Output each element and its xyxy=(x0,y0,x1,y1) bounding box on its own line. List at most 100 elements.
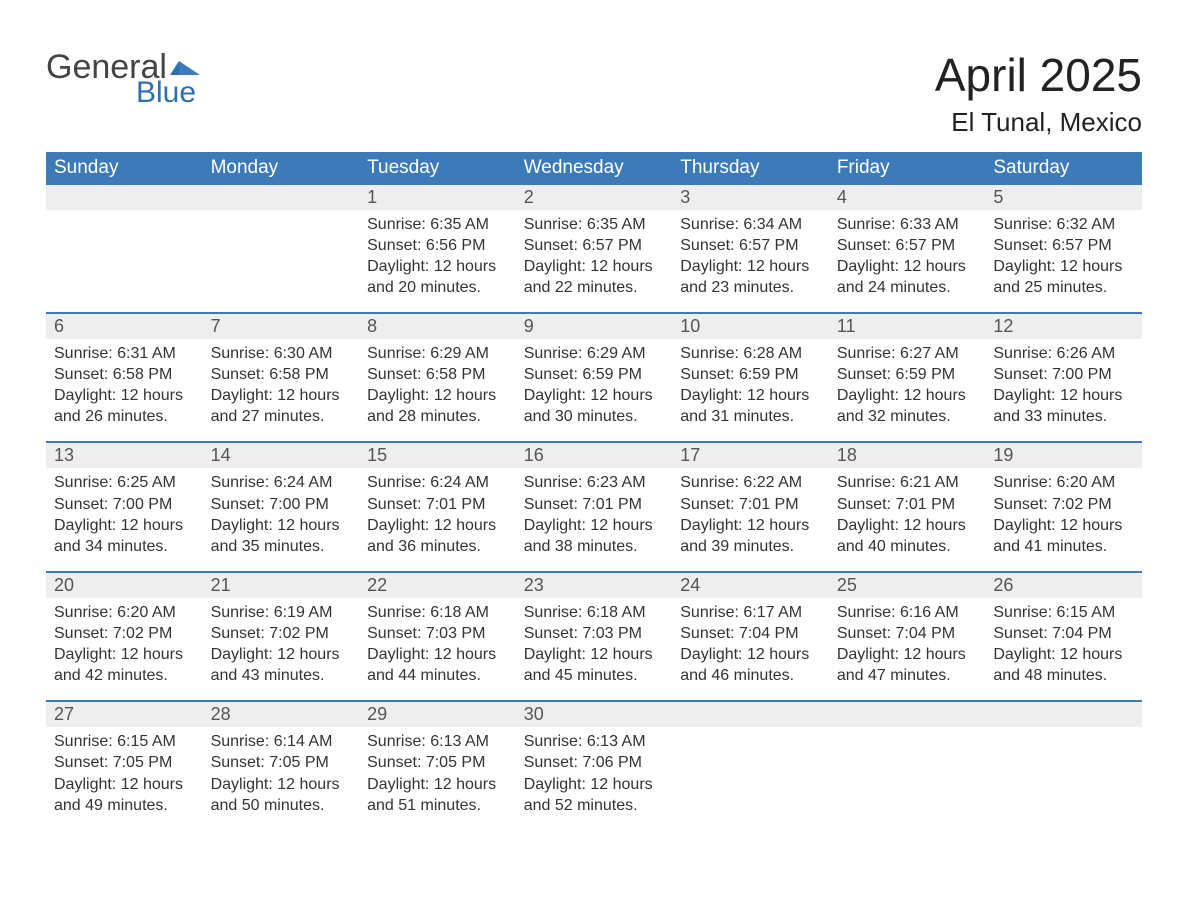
sunrise-text: Sunrise: 6:32 AM xyxy=(993,214,1136,235)
day2-text: and 38 minutes. xyxy=(524,536,667,557)
sunset-text: Sunset: 6:58 PM xyxy=(54,364,197,385)
day1-text: Daylight: 12 hours xyxy=(993,644,1136,665)
calendar-page: General Blue April 2025 El Tunal, Mexico… xyxy=(0,0,1188,870)
day2-text: and 30 minutes. xyxy=(524,406,667,427)
sunset-text: Sunset: 7:00 PM xyxy=(211,494,354,515)
day-cell: Sunrise: 6:13 AMSunset: 7:06 PMDaylight:… xyxy=(516,727,673,829)
day-cell: Sunrise: 6:14 AMSunset: 7:05 PMDaylight:… xyxy=(203,727,360,829)
sunrise-text: Sunrise: 6:34 AM xyxy=(680,214,823,235)
day1-text: Daylight: 12 hours xyxy=(54,774,197,795)
sunrise-text: Sunrise: 6:14 AM xyxy=(211,731,354,752)
location-label: El Tunal, Mexico xyxy=(935,107,1142,138)
day1-text: Daylight: 12 hours xyxy=(367,774,510,795)
day-number-cell: 8 xyxy=(359,313,516,339)
day1-text: Daylight: 12 hours xyxy=(993,385,1136,406)
day1-text: Daylight: 12 hours xyxy=(367,256,510,277)
sunset-text: Sunset: 6:57 PM xyxy=(837,235,980,256)
day1-text: Daylight: 12 hours xyxy=(524,256,667,277)
day-cell: Sunrise: 6:35 AMSunset: 6:56 PMDaylight:… xyxy=(359,210,516,313)
day2-text: and 42 minutes. xyxy=(54,665,197,686)
sunset-text: Sunset: 6:58 PM xyxy=(211,364,354,385)
logo-word-2: Blue xyxy=(136,78,200,108)
day-cell: Sunrise: 6:35 AMSunset: 6:57 PMDaylight:… xyxy=(516,210,673,313)
calendar-table: Sunday Monday Tuesday Wednesday Thursday… xyxy=(46,152,1142,830)
sunset-text: Sunset: 7:02 PM xyxy=(993,494,1136,515)
page-header: General Blue April 2025 El Tunal, Mexico xyxy=(46,50,1142,138)
sunrise-text: Sunrise: 6:23 AM xyxy=(524,472,667,493)
logo-flag-icon xyxy=(170,57,200,77)
day-number-cell: 14 xyxy=(203,442,360,468)
day-number-cell: 25 xyxy=(829,572,986,598)
day-number-cell: 22 xyxy=(359,572,516,598)
weekday-header: Sunday xyxy=(46,152,203,185)
day-cell xyxy=(46,210,203,313)
day1-text: Daylight: 12 hours xyxy=(54,515,197,536)
day1-text: Daylight: 12 hours xyxy=(211,774,354,795)
day1-text: Daylight: 12 hours xyxy=(54,385,197,406)
day2-text: and 49 minutes. xyxy=(54,795,197,816)
day2-text: and 32 minutes. xyxy=(837,406,980,427)
day-cell: Sunrise: 6:28 AMSunset: 6:59 PMDaylight:… xyxy=(672,339,829,442)
day1-text: Daylight: 12 hours xyxy=(211,385,354,406)
day-number-cell: 26 xyxy=(985,572,1142,598)
sunset-text: Sunset: 7:00 PM xyxy=(54,494,197,515)
sunset-text: Sunset: 7:04 PM xyxy=(837,623,980,644)
day-body-row: Sunrise: 6:15 AMSunset: 7:05 PMDaylight:… xyxy=(46,727,1142,829)
sunset-text: Sunset: 7:04 PM xyxy=(680,623,823,644)
day-cell xyxy=(672,727,829,829)
day2-text: and 34 minutes. xyxy=(54,536,197,557)
day-cell xyxy=(985,727,1142,829)
weekday-header: Wednesday xyxy=(516,152,673,185)
sunset-text: Sunset: 7:03 PM xyxy=(524,623,667,644)
day1-text: Daylight: 12 hours xyxy=(837,385,980,406)
day1-text: Daylight: 12 hours xyxy=(367,385,510,406)
day1-text: Daylight: 12 hours xyxy=(837,256,980,277)
day-number-cell xyxy=(46,185,203,210)
day-cell: Sunrise: 6:29 AMSunset: 6:59 PMDaylight:… xyxy=(516,339,673,442)
day1-text: Daylight: 12 hours xyxy=(54,644,197,665)
day-cell: Sunrise: 6:24 AMSunset: 7:00 PMDaylight:… xyxy=(203,468,360,571)
day-number-cell: 23 xyxy=(516,572,673,598)
day1-text: Daylight: 12 hours xyxy=(524,644,667,665)
day-number-cell: 17 xyxy=(672,442,829,468)
day2-text: and 40 minutes. xyxy=(837,536,980,557)
day2-text: and 33 minutes. xyxy=(993,406,1136,427)
day-number-row: 12345 xyxy=(46,185,1142,210)
day1-text: Daylight: 12 hours xyxy=(524,385,667,406)
day1-text: Daylight: 12 hours xyxy=(211,644,354,665)
day-number-cell xyxy=(985,701,1142,727)
day-number-cell: 7 xyxy=(203,313,360,339)
day-number-cell: 13 xyxy=(46,442,203,468)
day-number-cell: 30 xyxy=(516,701,673,727)
weekday-header: Friday xyxy=(829,152,986,185)
day2-text: and 47 minutes. xyxy=(837,665,980,686)
day-number-row: 13141516171819 xyxy=(46,442,1142,468)
day1-text: Daylight: 12 hours xyxy=(524,515,667,536)
day-number-cell: 24 xyxy=(672,572,829,598)
day2-text: and 31 minutes. xyxy=(680,406,823,427)
sunset-text: Sunset: 7:01 PM xyxy=(367,494,510,515)
sunrise-text: Sunrise: 6:17 AM xyxy=(680,602,823,623)
sunrise-text: Sunrise: 6:13 AM xyxy=(524,731,667,752)
sunrise-text: Sunrise: 6:18 AM xyxy=(524,602,667,623)
day-number-cell: 29 xyxy=(359,701,516,727)
sunset-text: Sunset: 6:56 PM xyxy=(367,235,510,256)
sunrise-text: Sunrise: 6:20 AM xyxy=(993,472,1136,493)
day1-text: Daylight: 12 hours xyxy=(680,256,823,277)
day-number-cell: 5 xyxy=(985,185,1142,210)
sunset-text: Sunset: 7:03 PM xyxy=(367,623,510,644)
day2-text: and 20 minutes. xyxy=(367,277,510,298)
day-cell: Sunrise: 6:21 AMSunset: 7:01 PMDaylight:… xyxy=(829,468,986,571)
sunrise-text: Sunrise: 6:19 AM xyxy=(211,602,354,623)
sunset-text: Sunset: 7:02 PM xyxy=(54,623,197,644)
sunset-text: Sunset: 6:57 PM xyxy=(524,235,667,256)
day1-text: Daylight: 12 hours xyxy=(993,515,1136,536)
day-cell: Sunrise: 6:17 AMSunset: 7:04 PMDaylight:… xyxy=(672,598,829,701)
day-cell: Sunrise: 6:20 AMSunset: 7:02 PMDaylight:… xyxy=(985,468,1142,571)
day2-text: and 39 minutes. xyxy=(680,536,823,557)
day-cell: Sunrise: 6:32 AMSunset: 6:57 PMDaylight:… xyxy=(985,210,1142,313)
sunrise-text: Sunrise: 6:35 AM xyxy=(367,214,510,235)
day-number-cell: 6 xyxy=(46,313,203,339)
day1-text: Daylight: 12 hours xyxy=(837,515,980,536)
day2-text: and 28 minutes. xyxy=(367,406,510,427)
